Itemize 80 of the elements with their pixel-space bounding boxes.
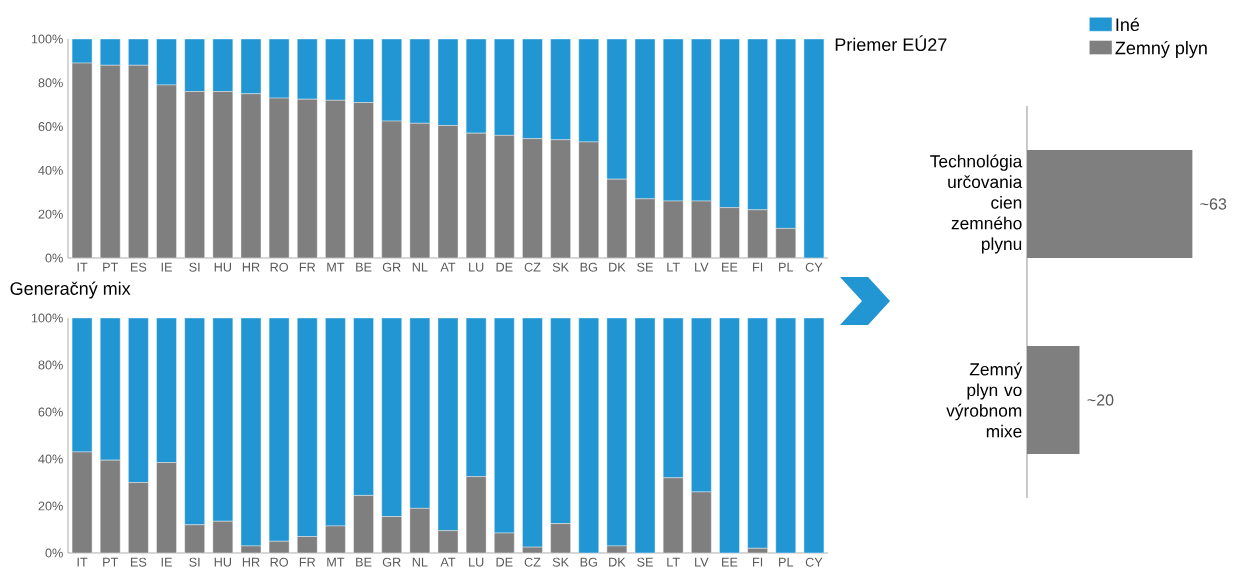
x-tick-label: LV	[695, 557, 709, 567]
y-tick-label: 60%	[38, 407, 63, 417]
x-tick-label: NL	[412, 557, 428, 567]
x-tick-label: ES	[130, 557, 147, 567]
x-tick-label: EE	[722, 262, 738, 272]
x-tick-label: BE	[356, 557, 372, 567]
x-tick-label: HU	[214, 557, 231, 567]
y-tick-label: 100%	[31, 34, 63, 44]
y-tick-label: 40%	[38, 165, 63, 175]
x-tick-label: AT	[440, 557, 456, 567]
x-tick-label: GR	[382, 262, 401, 272]
x-tick-label: IT	[77, 557, 88, 567]
x-tick-label: AT	[440, 262, 456, 272]
y-tick-label: 80%	[38, 360, 63, 370]
x-tick-label: IE	[161, 262, 172, 272]
x-tick-label: CZ	[524, 262, 541, 272]
data-label: ~20	[1087, 394, 1114, 406]
x-tick-label: MT	[327, 557, 345, 567]
y-tick-label: 40%	[38, 454, 63, 464]
x-tick-label: RO	[270, 557, 288, 567]
x-tick-label: FI	[753, 262, 763, 272]
x-tick-label: MT	[327, 262, 345, 272]
y-tick-label: 0%	[45, 253, 63, 263]
x-tick-label: CY	[805, 262, 823, 272]
y-tick-label: 60%	[38, 122, 63, 132]
x-tick-label: PT	[103, 262, 119, 272]
x-tick-label: LT	[667, 262, 680, 272]
x-tick-label: DE	[496, 262, 513, 272]
x-tick-label: BE	[356, 262, 372, 272]
data-label: ~63	[1200, 198, 1227, 210]
x-tick-label: DK	[609, 557, 626, 567]
bar	[803, 38, 825, 259]
y-tick-label: 20%	[38, 501, 63, 511]
legend-label: Zemný plyn	[1115, 40, 1207, 58]
x-tick-label: LT	[667, 557, 680, 567]
x-tick-label: DK	[609, 262, 626, 272]
y-tick-label: 100%	[31, 313, 63, 323]
x-tick-label: LU	[469, 557, 484, 567]
x-tick-label: DE	[496, 557, 513, 567]
y-tick-label: Technológia určovania cien zemného plynu	[930, 154, 1023, 254]
bar	[578, 317, 599, 554]
x-tick-label: SK	[552, 262, 569, 272]
chart-title: Generačný mix	[10, 281, 131, 299]
bar	[719, 317, 740, 554]
x-tick-label: FR	[299, 262, 316, 272]
x-tick-label: IT	[77, 262, 88, 272]
x-tick-label: HR	[242, 557, 260, 567]
x-tick-label: FI	[753, 557, 763, 567]
y-tick-label: 20%	[38, 209, 63, 219]
x-tick-label: SE	[637, 557, 653, 567]
y-tick-label: 0%	[45, 548, 63, 558]
x-tick-label: HU	[214, 262, 231, 272]
x-tick-label: IE	[161, 557, 172, 567]
x-tick-label: BG	[580, 557, 597, 567]
x-tick-label: SI	[189, 557, 200, 567]
x-tick-label: PL	[779, 262, 794, 272]
x-tick-label: GR	[382, 557, 401, 567]
x-tick-label: LV	[695, 262, 709, 272]
y-tick-label: 80%	[38, 78, 63, 88]
x-tick-label: HR	[242, 262, 260, 272]
x-tick-label: PT	[103, 557, 119, 567]
x-tick-label: NL	[412, 262, 428, 272]
x-tick-label: LU	[469, 262, 484, 272]
x-tick-label: SK	[552, 557, 569, 567]
y-tick-label: Zemný plyn vo výrobnom mixe	[946, 362, 1023, 438]
chart-title: Priemer EÚ27	[835, 35, 947, 51]
legend-label: Iné	[1116, 17, 1140, 32]
x-tick-label: EE	[722, 557, 738, 567]
x-tick-label: ES	[130, 262, 147, 272]
bar	[634, 317, 656, 554]
x-tick-label: SI	[189, 262, 200, 272]
x-tick-label: FR	[299, 557, 316, 567]
x-tick-label: PL	[779, 557, 794, 567]
x-tick-label: CZ	[524, 557, 541, 567]
x-tick-label: RO	[270, 262, 289, 272]
x-tick-label: SE	[637, 262, 653, 272]
bar	[803, 317, 825, 554]
x-tick-label: BG	[580, 262, 597, 272]
x-tick-label: CY	[805, 557, 823, 567]
bar	[775, 317, 796, 554]
